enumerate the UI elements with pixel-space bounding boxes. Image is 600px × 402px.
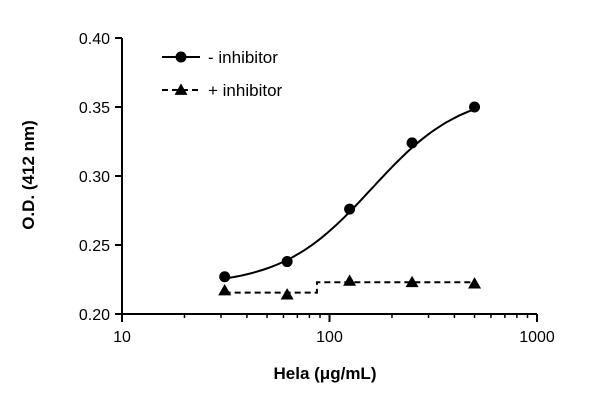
legend-marker-minus-inhibitor (175, 51, 187, 63)
data-point-plus-inhibitor (405, 275, 419, 288)
x-tick-label: 10 (113, 329, 131, 346)
data-point-minus-inhibitor (344, 203, 356, 215)
series-lines (224, 108, 475, 294)
data-point-plus-inhibitor (218, 284, 232, 296)
series-line-plus-inhibitor (224, 281, 475, 294)
data-point-plus-inhibitor (343, 274, 357, 286)
y-tick-label: 0.25 (79, 238, 110, 255)
data-point-minus-inhibitor (469, 101, 481, 113)
data-point-plus-inhibitor (280, 288, 294, 300)
legend: - inhibitor + inhibitor (162, 48, 283, 100)
axes (115, 37, 538, 322)
y-axis-title: O.D. (412 nm) (19, 120, 38, 230)
legend-label-plus-inhibitor: + inhibitor (208, 81, 283, 100)
legend-marker-plus-inhibitor (174, 83, 188, 95)
y-tick-label: 0.40 (79, 31, 110, 48)
y-tick-label: 0.30 (79, 169, 110, 186)
data-point-minus-inhibitor (219, 271, 231, 283)
data-markers (218, 101, 482, 300)
data-point-minus-inhibitor (406, 137, 418, 149)
legend-label-minus-inhibitor: - inhibitor (208, 48, 278, 67)
tick-labels: 0.20 0.25 0.30 0.35 0.40 10 100 1000 (79, 31, 555, 346)
x-tick-label: 1000 (519, 329, 555, 346)
series-line-minus-inhibitor (224, 108, 475, 280)
y-tick-label: 0.35 (79, 100, 110, 117)
x-tick-label: 100 (316, 329, 343, 346)
data-point-plus-inhibitor (468, 277, 482, 289)
y-tick-label: 0.20 (79, 307, 110, 324)
x-axis-title: Hela (μg/mL) (274, 364, 377, 383)
data-point-minus-inhibitor (281, 256, 293, 268)
